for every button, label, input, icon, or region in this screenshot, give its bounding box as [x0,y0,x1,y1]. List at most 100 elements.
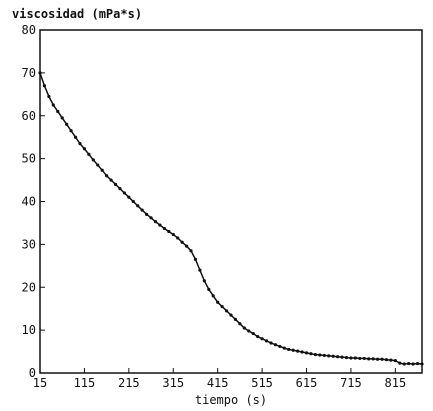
data-point [180,240,184,244]
data-point [73,135,78,139]
data-point [109,178,113,182]
data-point [349,356,353,360]
data-point [393,358,397,363]
x-tick-label: 615 [296,376,318,390]
x-tick-label: 515 [251,376,273,390]
data-point [264,339,269,343]
data-point [131,199,135,204]
data-point [229,313,233,317]
data-point [122,191,126,195]
data-point [47,94,51,99]
data-point [411,362,415,366]
data-point [309,352,313,356]
data-point [233,317,238,322]
data-point [384,358,389,362]
data-point [344,355,349,360]
x-tick-label: 215 [118,376,140,390]
data-point [153,220,158,224]
data-point [296,349,300,353]
data-point [100,168,104,172]
data-point [113,182,118,186]
data-point [87,152,91,156]
data-point [171,232,175,237]
data-point [327,354,331,358]
data-point [149,216,153,220]
data-point [282,346,286,350]
data-point [202,279,206,283]
data-point [38,71,42,75]
data-point [193,257,198,261]
data-point [60,116,64,120]
data-point [340,355,344,359]
data-point [91,158,95,162]
data-point [189,249,193,253]
data-point [176,236,180,240]
data-point [362,356,366,361]
series-points [38,71,424,366]
data-point [167,229,171,234]
y-tick-label: 70 [22,66,36,80]
x-tick-label: 815 [385,376,407,390]
y-tick-label: 80 [22,23,36,37]
data-point [78,142,82,146]
data-point [224,309,229,313]
x-tick-label: 115 [74,376,96,390]
data-point [398,361,402,365]
data-point [375,357,380,361]
data-point [42,84,47,88]
data-point [287,347,291,352]
data-point [371,357,375,361]
data-point [380,357,384,361]
data-point [251,331,255,336]
chart-title: viscosidad (mPa*s) [12,7,142,21]
data-point [140,208,144,212]
x-tick-label: 415 [207,376,229,390]
data-point [291,348,295,352]
data-point [242,326,246,330]
y-tick-label: 0 [29,366,36,380]
data-point [304,351,309,355]
data-point [407,361,411,366]
data-point [353,356,357,360]
data-point [269,341,273,345]
data-point [145,212,149,216]
data-point [238,322,242,326]
data-point [96,163,100,167]
data-point [260,337,264,341]
data-point [336,355,340,359]
data-point [420,362,424,366]
data-point [331,354,335,358]
x-tick-label: 315 [162,376,184,390]
data-point [162,226,166,231]
y-tick-label: 60 [22,109,36,123]
data-point [358,356,362,361]
data-point [127,195,131,199]
data-point [300,350,304,354]
data-point [136,204,140,208]
data-point [313,352,317,357]
data-point [51,103,55,107]
x-tick-label: 15 [33,376,47,390]
data-point [367,357,371,361]
y-tick-label: 30 [22,237,36,251]
data-point [273,343,278,347]
y-tick-label: 40 [22,195,36,209]
data-point [56,109,60,114]
data-point [389,358,393,362]
data-point [69,129,73,133]
data-point [105,174,109,178]
data-point [207,287,211,291]
data-point [256,334,260,339]
y-tick-label: 50 [22,152,36,166]
y-tick-label: 10 [22,323,36,337]
data-point [322,353,326,358]
y-axis: 0 10 20 30 40 50 60 70 80 [22,23,45,380]
data-point [216,300,220,304]
data-point [220,304,224,309]
data-point [82,147,87,151]
y-tick-label: 20 [22,280,36,294]
data-point [158,223,162,227]
data-point [247,329,251,333]
data-point [278,344,282,349]
